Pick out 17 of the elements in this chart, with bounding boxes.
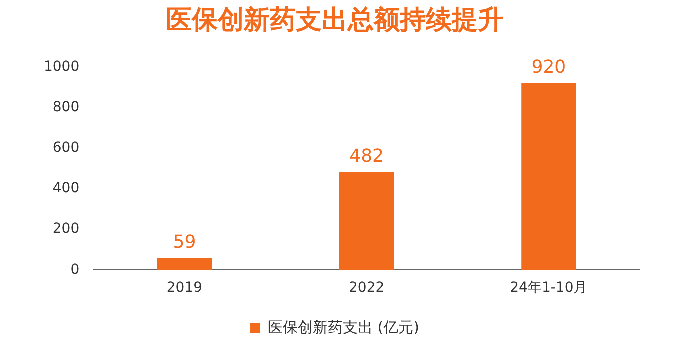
y-tick-label: 200 xyxy=(52,221,80,238)
y-tick-label: 0 xyxy=(70,262,80,278)
bar xyxy=(339,172,394,270)
y-tick-label: 1000 xyxy=(44,58,80,75)
bar xyxy=(522,83,576,270)
data-label: 59 xyxy=(173,232,196,253)
x-tick-label: 2019 xyxy=(166,280,203,296)
data-label: 482 xyxy=(350,146,384,168)
chart-title: 医保创新药支出总额持续提升 xyxy=(166,5,504,36)
legend-label: 医保创新药支出 (亿元) xyxy=(268,318,420,336)
x-tick-label: 2022 xyxy=(348,280,385,296)
x-tick-label: 24年1-10月 xyxy=(510,280,588,296)
bar xyxy=(157,258,212,270)
y-tick-label: 600 xyxy=(52,140,80,156)
y-tick-label: 400 xyxy=(52,180,80,197)
data-label: 920 xyxy=(532,57,566,78)
y-tick-label: 800 xyxy=(52,99,80,116)
